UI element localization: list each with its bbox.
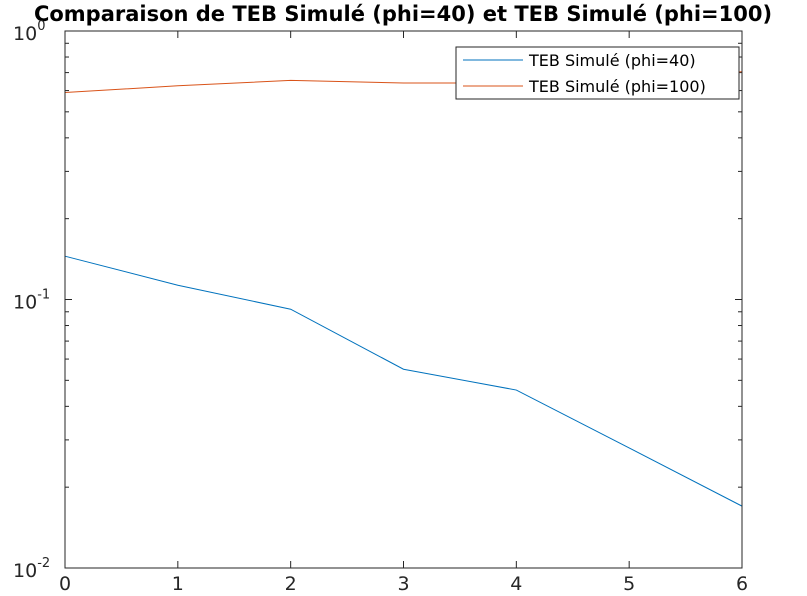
x-tick-label: 1 [172,573,184,595]
x-tick-label: 4 [510,573,522,595]
x-tick-label: 0 [59,573,71,595]
y-tick-base: 10 [13,560,37,582]
plot-frame [64,30,743,569]
y-tick-exponent: 0 [37,19,45,34]
x-tick-label: 3 [397,573,409,595]
series-line-1 [64,255,743,507]
chart-title: Comparaison de TEB Simulé (phi=40) et TE… [34,2,772,26]
y-tick-exponent: -1 [37,288,50,303]
x-tick-label: 5 [623,573,635,595]
plot-area [65,31,742,568]
legend-box [455,46,740,100]
x-tick-label: 2 [285,573,297,595]
y-tick-label: 10-1 [13,288,50,314]
y-tick-label: 100 [13,19,45,45]
legend-label-1: TEB Simulé (phi=40) [528,51,696,70]
legend-label-2: TEB Simulé (phi=100) [528,77,706,96]
y-tick-label: 10-2 [13,556,50,582]
y-tick-base: 10 [13,23,37,45]
y-tick-exponent: -2 [37,556,50,571]
y-tick-base: 10 [13,292,37,314]
x-tick-label: 6 [736,573,748,595]
